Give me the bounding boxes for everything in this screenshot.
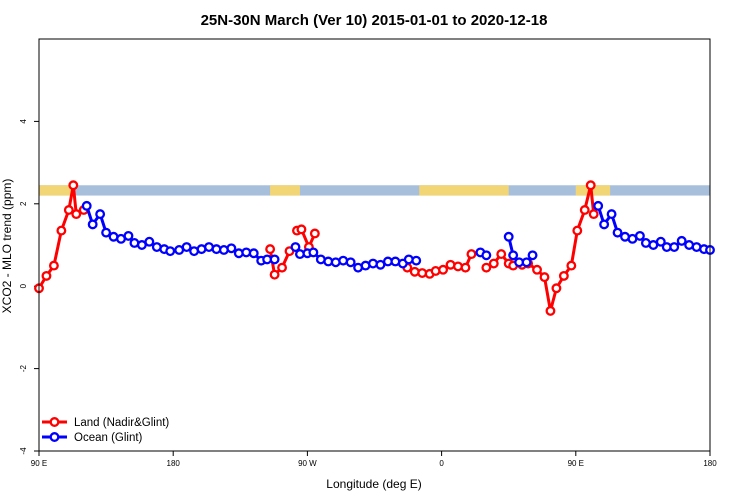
data-point (566, 260, 577, 271)
data-point (165, 246, 176, 257)
x-tick-label: 180 (167, 459, 181, 468)
y-tick-label: -2 (19, 364, 28, 372)
data-point (655, 236, 666, 247)
data-point (453, 261, 463, 272)
x-axis-title: Longitude (deg E) (326, 477, 421, 491)
data-point (481, 250, 492, 261)
series-line (485, 183, 596, 313)
data-point (71, 209, 82, 220)
legend-land-label: Land (Nadir&Glint) (74, 417, 169, 429)
data-point (309, 228, 320, 239)
y-axis-title: XCO2 - MLO trend (ppm) (0, 179, 14, 314)
legend-ocean-marker (49, 432, 60, 442)
series-ocean (81, 200, 715, 273)
x-tick-label: 90 W (298, 459, 317, 468)
data-point (411, 255, 422, 266)
data-point (430, 266, 441, 276)
data-point (95, 209, 106, 220)
data-point (56, 225, 67, 236)
y-tick-label: 4 (19, 119, 28, 124)
data-point (634, 230, 645, 241)
data-point (269, 269, 280, 280)
data-point (296, 224, 307, 235)
data-point (508, 250, 519, 261)
x-tick-label: 90 E (568, 459, 584, 468)
data-point (532, 264, 542, 275)
data-point (265, 244, 276, 255)
data-point (48, 260, 59, 271)
ocean-band (39, 185, 710, 196)
data-point (438, 264, 449, 275)
data-point (181, 242, 192, 253)
data-point (488, 258, 499, 269)
land-band-segment (575, 185, 611, 196)
data-point (579, 205, 590, 215)
data-point (81, 200, 92, 211)
legend: Land (Nadir&Glint) Ocean (Glint) (42, 417, 169, 444)
data-point (558, 270, 569, 281)
data-point (144, 236, 155, 247)
data-point (676, 235, 687, 246)
data-point (669, 242, 680, 253)
data-point (588, 209, 599, 220)
data-point (409, 266, 420, 277)
land-band-segment (419, 185, 509, 196)
data-point (496, 249, 507, 260)
x-tick-label: 180 (703, 459, 717, 468)
axes: 90 E 180 90 W 0 90 E 180 -4 -2 0 2 4 (19, 119, 717, 468)
data-point (503, 231, 514, 242)
data-point (123, 230, 134, 241)
data-point (481, 262, 492, 273)
x-tick-label: 90 E (31, 459, 47, 468)
data-point (460, 262, 471, 273)
data-point (345, 257, 356, 268)
data-point (527, 250, 538, 261)
data-point (572, 225, 583, 236)
data-point (368, 258, 378, 269)
data-point (466, 249, 477, 260)
data-point (87, 219, 98, 230)
data-point (308, 247, 319, 258)
y-tick-label: -4 (19, 447, 28, 455)
legend-ocean-label: Ocean (Glint) (74, 432, 143, 444)
y-tick-label: 2 (19, 201, 28, 206)
plot-frame (38, 38, 711, 452)
data-point (593, 200, 604, 211)
data-point (551, 283, 562, 294)
data-point (269, 254, 280, 265)
data-point (403, 254, 414, 265)
land-sea-band (39, 185, 710, 196)
data-point (545, 305, 556, 316)
data-point (612, 227, 623, 238)
data-point (521, 257, 532, 268)
series-layer (34, 180, 715, 316)
data-point (248, 248, 259, 259)
data-point (226, 243, 237, 254)
land-band-segment (270, 185, 300, 196)
data-point (606, 209, 617, 220)
data-point (63, 205, 74, 215)
land-band-segment (39, 185, 74, 196)
series-land (34, 180, 599, 316)
y-tick-label: 0 (19, 283, 28, 288)
data-point (599, 219, 610, 230)
data-point (277, 262, 288, 273)
data-point (539, 272, 550, 283)
x-tick-label: 0 (439, 459, 444, 468)
legend-land-marker (49, 417, 60, 427)
data-point (41, 270, 52, 281)
data-point (68, 180, 79, 191)
data-point (585, 180, 596, 191)
chart-title: 25N-30N March (Ver 10) 2015-01-01 to 202… (201, 12, 548, 29)
data-point (290, 242, 301, 253)
data-point (101, 227, 112, 238)
